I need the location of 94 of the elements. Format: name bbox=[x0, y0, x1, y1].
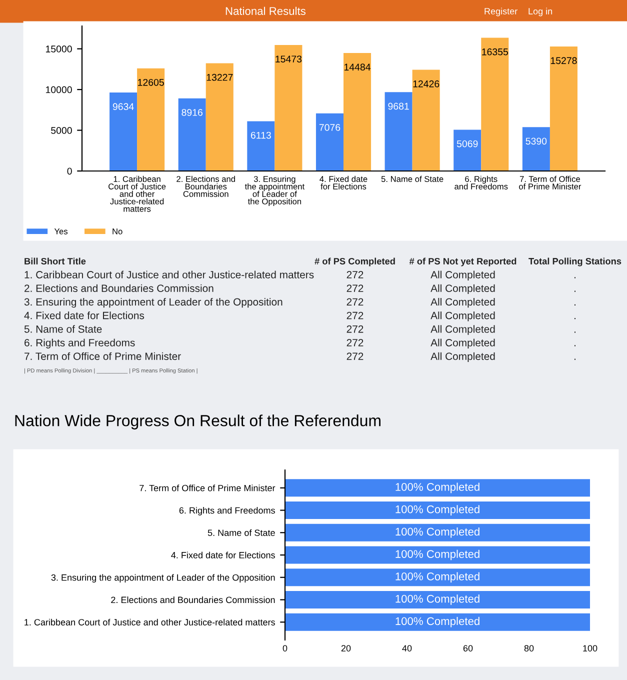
text: All Completed bbox=[430, 270, 495, 280]
text: 1. Caribbean Court of Justice and other Justice-related matters bbox=[24, 270, 314, 278]
text: . bbox=[574, 332, 576, 333]
bar bbox=[412, 70, 440, 171]
text: # of PS Not yet Reported bbox=[409, 258, 516, 266]
bar bbox=[344, 53, 372, 171]
legend-label: Yes bbox=[54, 228, 68, 234]
text: 272 bbox=[346, 284, 364, 292]
x-tick-label: 5. Name of State bbox=[381, 176, 444, 182]
text: All Completed bbox=[430, 312, 495, 322]
chart-title: Nation Wide Progress On Result of the Referendum bbox=[15, 414, 380, 430]
text: 272 bbox=[346, 312, 364, 320]
data-label: 5069 bbox=[456, 140, 478, 148]
x-tick-label: 40 bbox=[402, 645, 412, 652]
text: All Completed bbox=[430, 338, 495, 348]
data-label: 7076 bbox=[319, 124, 340, 131]
text: . bbox=[574, 304, 576, 306]
y-tick-label: 0 bbox=[67, 168, 72, 175]
text: 272 bbox=[346, 325, 364, 333]
bar bbox=[274, 44, 302, 171]
text: All Completed bbox=[430, 325, 495, 335]
data-label: 100% Completed bbox=[396, 594, 480, 605]
data-label: 6113 bbox=[250, 132, 271, 139]
text: . bbox=[574, 345, 576, 346]
text: . bbox=[574, 277, 576, 278]
y-tick-label: 4. Fixed date for Elections bbox=[171, 552, 275, 558]
bar bbox=[110, 92, 138, 171]
x-tick-label: 60 bbox=[463, 645, 473, 652]
x-tick-label: 0 bbox=[282, 645, 288, 652]
bar bbox=[137, 68, 165, 171]
data-label: 14484 bbox=[344, 64, 370, 71]
x-tick-label: 6. Rights and Freedoms bbox=[454, 176, 508, 190]
legend-label: No bbox=[112, 228, 122, 234]
data-label: 13227 bbox=[206, 74, 233, 81]
bar bbox=[550, 46, 578, 171]
text: 272 bbox=[346, 298, 364, 306]
data-label: 100% Completed bbox=[396, 505, 480, 516]
x-tick-label: 3. Ensuring the appointment of Leader of the Opposition bbox=[244, 176, 305, 206]
data-label: 16355 bbox=[482, 48, 508, 56]
text: 2. Elections and Boundaries Commission bbox=[24, 284, 214, 292]
text: All Completed bbox=[430, 284, 495, 294]
data-label: 100% Completed bbox=[396, 572, 480, 583]
text: 7. Term of Office of Prime Minister bbox=[24, 352, 181, 360]
data-label: 15473 bbox=[276, 56, 302, 62]
bar bbox=[206, 63, 234, 171]
text: 3. Ensuring the appointment of Leader of the Opposition bbox=[24, 298, 282, 308]
data-label: 100% Completed bbox=[396, 482, 480, 494]
data-label: 100% Completed bbox=[396, 616, 480, 628]
y-tick-label: 5. Name of State bbox=[208, 529, 275, 536]
bar bbox=[178, 98, 206, 171]
bar bbox=[316, 113, 344, 171]
y-tick-label: 2. Elections and Boundaries Commission bbox=[111, 596, 275, 604]
text: All Completed bbox=[430, 298, 495, 308]
bar bbox=[481, 38, 509, 171]
x-tick-label: 100 bbox=[583, 645, 598, 652]
x-tick-label: 7. Term of Office of Prime Minister bbox=[519, 176, 582, 190]
bar bbox=[454, 130, 482, 171]
y-tick-label: 1. Caribbean Court of Justice and other Justice-related matters bbox=[24, 618, 275, 626]
text: # of PS Completed bbox=[314, 258, 395, 266]
bar bbox=[247, 121, 275, 171]
data-label: 100% Completed bbox=[396, 527, 480, 538]
text: 6. Rights and Freedoms bbox=[24, 338, 135, 348]
data-label: 15278 bbox=[550, 57, 577, 64]
y-tick-label: 6. Rights and Freedoms bbox=[179, 506, 275, 516]
y-tick-label: 15000 bbox=[46, 46, 72, 52]
x-tick-label: 20 bbox=[341, 645, 351, 652]
text: . bbox=[574, 318, 576, 320]
text: Log in bbox=[528, 8, 552, 16]
text: . bbox=[574, 290, 576, 292]
y-tick-label: 7. Term of Office of Prime Minister bbox=[140, 484, 276, 492]
data-label: 12605 bbox=[138, 78, 164, 86]
text: 4. Fixed date for Elections bbox=[24, 312, 144, 320]
data-label: 9634 bbox=[112, 103, 134, 110]
text: Total Polling Stations bbox=[528, 258, 622, 266]
x-tick-label: 80 bbox=[524, 645, 534, 652]
text: All Completed bbox=[430, 352, 495, 362]
data-label: 12426 bbox=[413, 80, 440, 88]
data-label: 9681 bbox=[388, 102, 409, 110]
y-tick-label: 3. Ensuring the appointment of Leader of the Opposition bbox=[51, 574, 275, 583]
bar bbox=[384, 92, 412, 171]
text: Bill Short Title bbox=[24, 258, 86, 264]
text: Register bbox=[484, 8, 518, 16]
data-label: 100% Completed bbox=[396, 550, 480, 560]
x-tick-label: 4. Fixed date for Elections bbox=[320, 176, 368, 190]
text: 272 bbox=[346, 271, 364, 278]
text: 272 bbox=[346, 352, 364, 360]
data-label: 8916 bbox=[182, 109, 202, 116]
text: . bbox=[574, 358, 576, 360]
text: National Results bbox=[226, 6, 306, 15]
data-label: 5390 bbox=[526, 138, 547, 145]
y-tick-label: 5000 bbox=[51, 127, 72, 134]
y-tick-label: 10000 bbox=[46, 86, 72, 94]
text: 272 bbox=[346, 339, 364, 346]
bar bbox=[522, 127, 550, 171]
